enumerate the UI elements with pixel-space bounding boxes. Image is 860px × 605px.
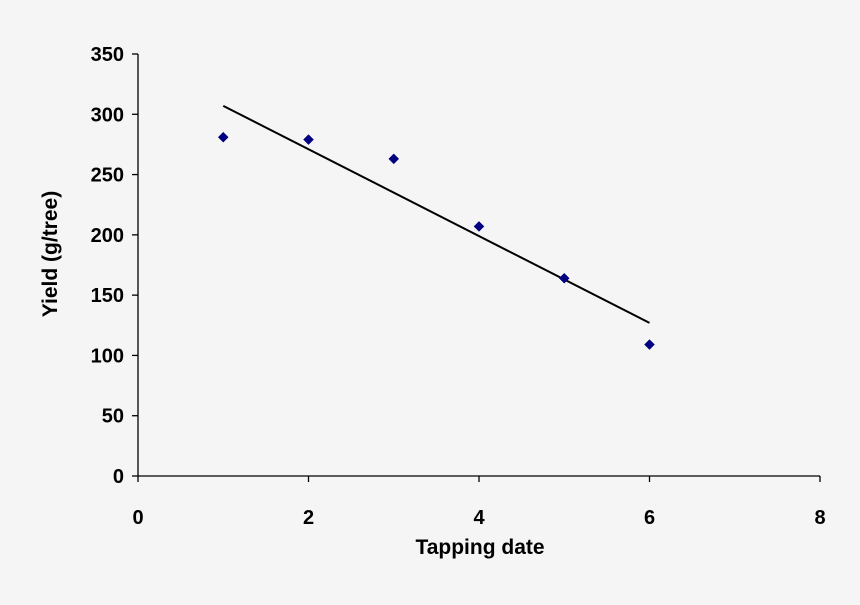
y-tick-label: 350: [91, 44, 124, 66]
data-point: [303, 134, 314, 145]
data-point: [217, 131, 229, 143]
y-tick-label: 0: [113, 466, 124, 488]
x-tick-label: 8: [814, 507, 825, 529]
x-tick-label: 4: [473, 507, 485, 529]
data-point: [473, 221, 485, 232]
data-point: [388, 153, 400, 165]
y-tick-label: 150: [91, 285, 124, 307]
x-tick-label: 2: [303, 507, 314, 529]
x-axis-label: Tapping date: [415, 536, 544, 559]
y-tick-label: 250: [91, 165, 124, 187]
y-tick-label: 50: [102, 406, 124, 428]
x-tick-label: 0: [132, 507, 143, 529]
y-tick-label: 300: [91, 104, 124, 126]
data-point: [644, 339, 655, 350]
trendline-group: [222, 104, 650, 324]
y-tick-label: 100: [91, 345, 124, 367]
data-point: [558, 272, 570, 284]
y-axis-label: Yield (g/tree): [39, 191, 62, 317]
axes: 0 50 100 150 200 250 300 350 0 2 4 6 8: [91, 44, 826, 529]
trendline: [222, 104, 650, 324]
x-tick-label: 6: [644, 507, 655, 529]
y-tick-label: 200: [91, 225, 124, 247]
data-points: [217, 131, 655, 350]
